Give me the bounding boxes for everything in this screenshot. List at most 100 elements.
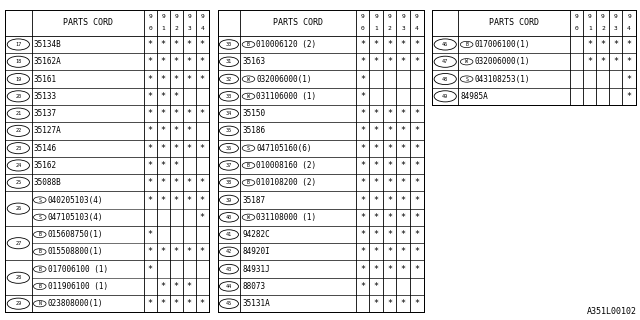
Text: 9: 9 — [200, 14, 204, 20]
Text: *: * — [401, 265, 406, 274]
Text: *: * — [387, 178, 392, 187]
Text: *: * — [414, 299, 419, 308]
Text: *: * — [374, 126, 379, 135]
Text: *: * — [414, 196, 419, 204]
Text: *: * — [360, 126, 365, 135]
Text: 4: 4 — [200, 26, 204, 31]
Text: 84985A: 84985A — [460, 92, 488, 101]
Text: 36: 36 — [226, 146, 232, 151]
Text: *: * — [187, 247, 191, 256]
Text: B: B — [38, 249, 41, 254]
Text: 37: 37 — [226, 163, 232, 168]
Text: 010108200 (2): 010108200 (2) — [256, 178, 316, 187]
Text: *: * — [374, 109, 379, 118]
Text: *: * — [414, 247, 419, 256]
Text: 17: 17 — [15, 42, 22, 47]
Text: 35146: 35146 — [33, 144, 56, 153]
Text: *: * — [401, 126, 406, 135]
Text: N: N — [38, 301, 41, 306]
Text: 023808000(1): 023808000(1) — [47, 299, 103, 308]
Text: 29: 29 — [15, 301, 22, 306]
Text: PARTS CORD: PARTS CORD — [63, 18, 113, 27]
Text: *: * — [414, 230, 419, 239]
Text: 23: 23 — [15, 146, 22, 151]
Text: 2: 2 — [174, 26, 178, 31]
Text: 017006100(1): 017006100(1) — [474, 40, 530, 49]
Text: *: * — [374, 40, 379, 49]
Text: *: * — [148, 75, 152, 84]
Text: *: * — [161, 161, 166, 170]
Text: *: * — [200, 109, 205, 118]
Text: 35186: 35186 — [242, 126, 266, 135]
Text: *: * — [387, 144, 392, 153]
Text: 9: 9 — [627, 14, 631, 20]
Text: 1: 1 — [161, 26, 165, 31]
Text: 35162A: 35162A — [33, 57, 61, 66]
Text: 35127A: 35127A — [33, 126, 61, 135]
Text: W: W — [247, 94, 250, 99]
Text: *: * — [173, 247, 179, 256]
Text: *: * — [173, 178, 179, 187]
Text: *: * — [360, 230, 365, 239]
Text: *: * — [374, 282, 379, 291]
Text: *: * — [414, 265, 419, 274]
Text: *: * — [360, 109, 365, 118]
Text: 30: 30 — [226, 42, 232, 47]
Text: *: * — [401, 178, 406, 187]
Text: *: * — [414, 178, 419, 187]
Text: 4: 4 — [415, 26, 419, 31]
Text: *: * — [148, 57, 152, 66]
Bar — [218, 10, 424, 312]
Text: PARTS CORD: PARTS CORD — [273, 18, 323, 27]
Text: *: * — [187, 299, 191, 308]
Text: 9: 9 — [601, 14, 605, 20]
Text: *: * — [374, 178, 379, 187]
Text: 0: 0 — [148, 26, 152, 31]
Text: *: * — [401, 109, 406, 118]
Text: *: * — [360, 40, 365, 49]
Text: 017006100 (1): 017006100 (1) — [47, 265, 108, 274]
Text: 40: 40 — [226, 215, 232, 220]
Text: *: * — [374, 247, 379, 256]
Text: 46: 46 — [442, 42, 449, 47]
Text: *: * — [200, 213, 205, 222]
Text: 9: 9 — [575, 14, 579, 20]
Text: *: * — [148, 247, 152, 256]
Text: 031108000 (1): 031108000 (1) — [256, 213, 316, 222]
Text: *: * — [360, 144, 365, 153]
Text: *: * — [360, 282, 365, 291]
Text: 031106000 (1): 031106000 (1) — [256, 92, 316, 101]
Text: *: * — [600, 40, 605, 49]
Text: 2: 2 — [601, 26, 605, 31]
Text: 35163: 35163 — [242, 57, 266, 66]
Text: S: S — [38, 215, 41, 220]
Text: *: * — [387, 265, 392, 274]
Text: *: * — [360, 161, 365, 170]
Text: *: * — [148, 265, 152, 274]
Text: 35162: 35162 — [33, 161, 56, 170]
Text: S: S — [465, 76, 468, 82]
Text: *: * — [627, 75, 632, 84]
Text: *: * — [360, 196, 365, 204]
Text: B: B — [247, 180, 250, 185]
Text: *: * — [148, 230, 152, 239]
Text: *: * — [414, 144, 419, 153]
Text: *: * — [414, 40, 419, 49]
Text: 48: 48 — [442, 76, 449, 82]
Text: *: * — [200, 75, 205, 84]
Text: S: S — [38, 197, 41, 203]
Text: 9: 9 — [360, 14, 364, 20]
Text: *: * — [387, 299, 392, 308]
Text: *: * — [387, 40, 392, 49]
Text: 015608750(1): 015608750(1) — [47, 230, 103, 239]
Text: *: * — [374, 230, 379, 239]
Text: *: * — [173, 161, 179, 170]
Text: 24: 24 — [15, 163, 22, 168]
Text: 20: 20 — [15, 94, 22, 99]
Text: 32: 32 — [226, 76, 232, 82]
Text: *: * — [401, 57, 406, 66]
Text: 35161: 35161 — [33, 75, 56, 84]
Text: 35088B: 35088B — [33, 178, 61, 187]
Text: *: * — [374, 144, 379, 153]
Text: *: * — [173, 196, 179, 204]
